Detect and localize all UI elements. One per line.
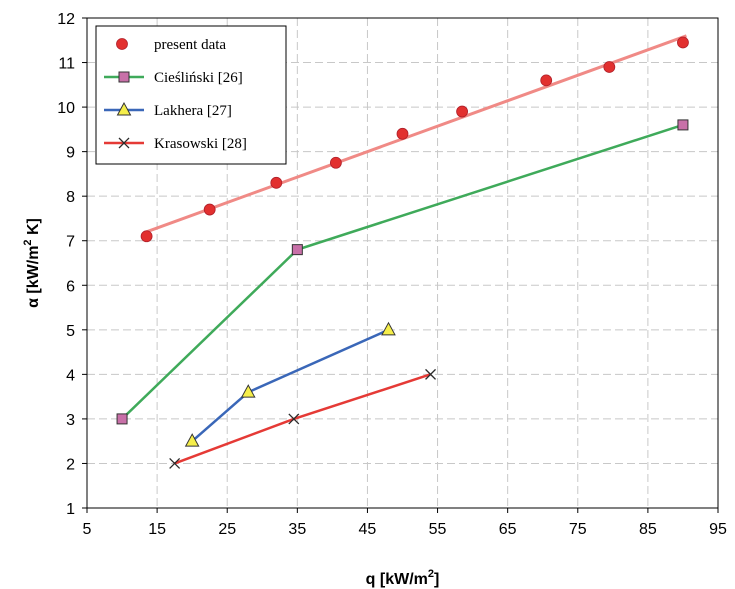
- data-point: [203, 203, 216, 216]
- x-tick-label: 45: [359, 521, 377, 538]
- legend-item: Lakhera [27]: [104, 101, 232, 119]
- series-1: [116, 119, 689, 425]
- series-3: [169, 368, 437, 469]
- y-tick-label: 2: [66, 456, 75, 473]
- y-tick-label: 5: [66, 323, 75, 340]
- data-point: [291, 244, 303, 256]
- y-tick-label: 4: [66, 367, 75, 384]
- x-tick-label: 55: [429, 521, 447, 538]
- legend-label: Lakhera [27]: [154, 103, 232, 119]
- data-point: [116, 413, 128, 425]
- series-fit-line: [146, 34, 687, 234]
- y-tick-label: 6: [66, 278, 75, 295]
- y-tick-label: 10: [57, 100, 75, 117]
- y-tick-label: 1: [66, 501, 75, 518]
- legend-item: Cieśliński [26]: [104, 70, 243, 86]
- data-point: [381, 321, 396, 336]
- legend-label: present data: [154, 37, 226, 53]
- y-tick-label: 11: [58, 56, 75, 73]
- data-point: [169, 457, 181, 469]
- x-tick-label: 5: [83, 521, 92, 538]
- x-tick-label: 95: [709, 521, 727, 538]
- x-axis-title: q [kW/m2]: [366, 568, 440, 588]
- series-line: [191, 328, 389, 443]
- data-point: [540, 74, 553, 87]
- y-tick-label: 9: [66, 145, 75, 162]
- y-tick-label: 7: [66, 234, 75, 251]
- legend-item: Krasowski [28]: [104, 136, 247, 152]
- legend-label: Krasowski [28]: [154, 136, 247, 152]
- data-point: [396, 127, 409, 140]
- y-tick-label: 12: [57, 11, 75, 28]
- series-0: [140, 34, 689, 243]
- data-point: [329, 156, 342, 169]
- x-tick-label: 25: [218, 521, 236, 538]
- y-axis-title: α [kW/m2 K]: [22, 218, 42, 308]
- x-tick-label: 15: [148, 521, 166, 538]
- series-2: [184, 321, 396, 447]
- y-tick-label: 3: [66, 412, 75, 429]
- data-point: [270, 176, 283, 189]
- data-point: [603, 61, 616, 73]
- data-point: [677, 36, 689, 49]
- data-point: [677, 119, 689, 131]
- data-point: [140, 230, 153, 243]
- x-tick-label: 65: [499, 521, 517, 538]
- plot-area-frame: [86, 17, 719, 509]
- y-tick-label: 8: [66, 189, 75, 206]
- series-layer: [116, 34, 689, 469]
- legend-marker: [116, 38, 128, 50]
- legend-marker: [118, 71, 130, 83]
- legend-box: [95, 25, 287, 165]
- legend-marker: [118, 137, 130, 149]
- data-point: [288, 413, 300, 425]
- data-point: [184, 433, 200, 447]
- x-tick-label: 75: [569, 521, 587, 538]
- data-point: [240, 384, 256, 398]
- x-tick-label: 85: [639, 521, 657, 538]
- legend: present data Cieśliński [26] Lakhera [27] K…: [95, 25, 287, 165]
- data-point: [456, 105, 468, 118]
- legend-item: present data: [116, 37, 226, 53]
- grid: [87, 18, 718, 508]
- legend-marker: [116, 101, 132, 116]
- legend-label: Cieśliński [26]: [154, 70, 243, 86]
- x-axis: 5 15 25 35 45 55 65 75 85 95: [83, 508, 727, 538]
- data-point: [425, 368, 437, 380]
- x-tick-label: 35: [288, 521, 306, 538]
